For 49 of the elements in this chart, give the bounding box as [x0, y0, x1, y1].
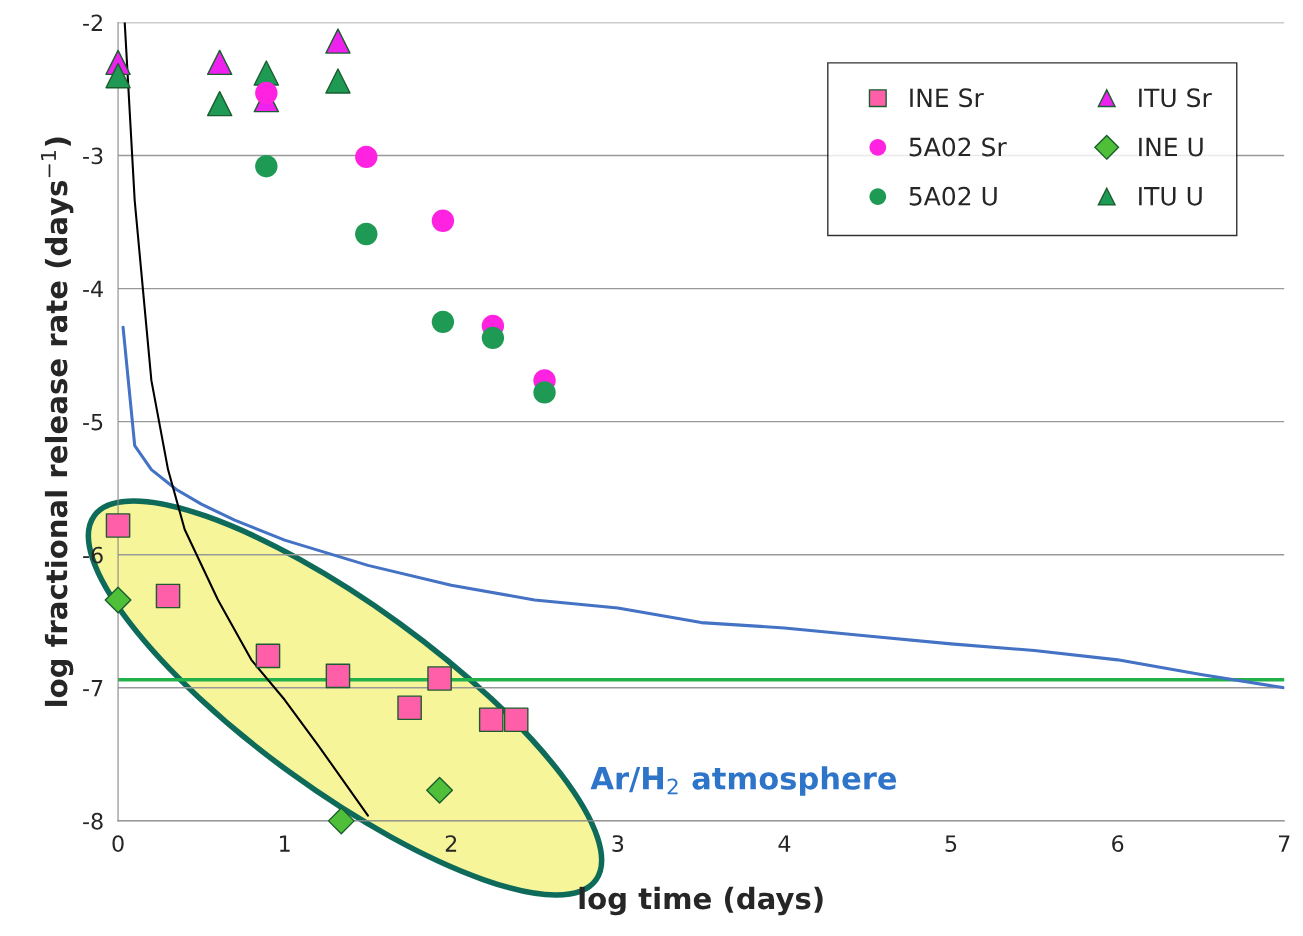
- x-tick-label: 5: [945, 835, 957, 852]
- point: [105, 513, 131, 538]
- line-series: [123, 22, 369, 817]
- x-tick-label: 3: [612, 835, 624, 852]
- point: [431, 310, 455, 334]
- point: [325, 28, 351, 54]
- point: [533, 381, 556, 404]
- y-tick-label: -7: [83, 680, 103, 697]
- point: [325, 663, 351, 689]
- point: [206, 90, 233, 117]
- legend-label: 5A02 U: [909, 186, 997, 206]
- point: [327, 807, 355, 835]
- point: [426, 776, 454, 804]
- y-tick-label: -2: [83, 14, 102, 31]
- legend-label: INE Sr: [910, 88, 984, 108]
- x-tick-label: 4: [778, 835, 791, 852]
- point: [355, 222, 378, 246]
- y-tick-label: -3: [83, 147, 103, 165]
- point: [355, 145, 378, 169]
- y-axis-title: log fractional release rate (days$^{−1}$): [41, 137, 74, 706]
- point: [478, 707, 504, 733]
- point: [481, 326, 505, 350]
- legend-label: ITU Sr: [1139, 88, 1212, 108]
- x-tick-label: 2: [445, 835, 457, 852]
- point: [325, 68, 351, 94]
- point: [105, 62, 131, 89]
- x-tick-label: 0: [112, 835, 124, 852]
- point: [503, 707, 529, 733]
- y-tick-label: -4: [83, 280, 103, 298]
- point: [431, 209, 455, 232]
- point: [397, 695, 422, 721]
- annotation: Ar/H$_{2}$ atmosphere: [590, 766, 897, 796]
- x-axis-title: log time (days): [579, 886, 823, 916]
- y-tick-label: -8: [83, 812, 103, 830]
- x-tick-label: 6: [1112, 835, 1124, 852]
- legend-label: INE U: [1139, 137, 1203, 157]
- x-tick-label: 1: [280, 835, 290, 852]
- x-tick-label: 7: [1278, 835, 1290, 852]
- point: [255, 81, 278, 105]
- point: [206, 49, 233, 76]
- point: [427, 666, 452, 691]
- line-series: [121, 325, 1285, 690]
- legend-label: ITU U: [1139, 187, 1202, 206]
- point: [155, 583, 181, 609]
- point: [255, 643, 281, 669]
- y-tick-label: -5: [83, 413, 103, 431]
- point: [104, 586, 132, 614]
- point: [255, 154, 278, 178]
- legend-label: 5A02 Sr: [909, 137, 1007, 157]
